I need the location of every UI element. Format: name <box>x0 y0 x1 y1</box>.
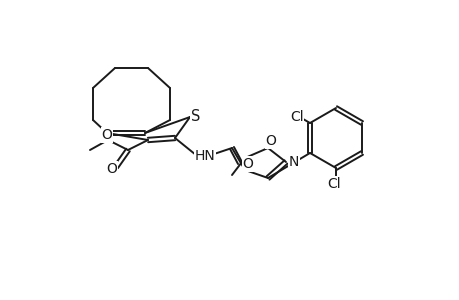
Text: Cl: Cl <box>326 177 340 191</box>
Text: O: O <box>106 162 117 176</box>
Text: S: S <box>191 109 200 124</box>
Text: HN: HN <box>194 149 215 163</box>
Text: O: O <box>242 157 253 171</box>
Text: Cl: Cl <box>289 110 303 124</box>
Text: O: O <box>265 134 276 148</box>
Text: N: N <box>288 155 298 169</box>
Text: O: O <box>101 128 112 142</box>
